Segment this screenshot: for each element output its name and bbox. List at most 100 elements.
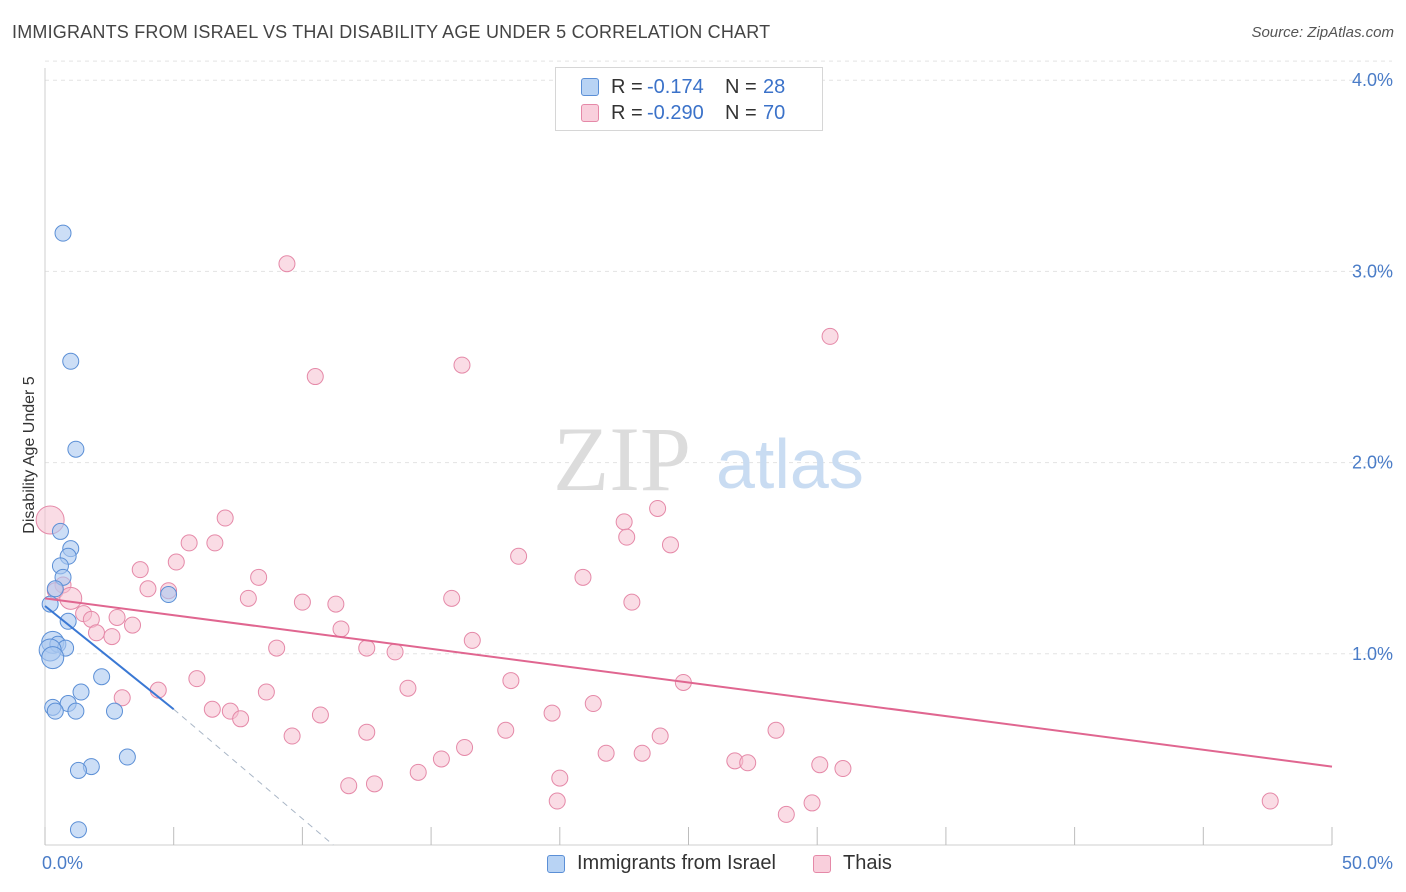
y-tick-labels: 1.0% 2.0% 3.0% 4.0% bbox=[1352, 70, 1393, 664]
gridlines bbox=[45, 60, 1392, 655]
watermark: ZIP atlas bbox=[553, 408, 864, 510]
legend-r-value: -0.174 bbox=[647, 75, 704, 98]
thai-point bbox=[574, 568, 592, 586]
israel-legend-swatch bbox=[547, 854, 565, 873]
thai-legend-swatch bbox=[813, 854, 831, 873]
israel-swatch bbox=[581, 78, 599, 96]
israel-legend-label: Immigrants from Israel bbox=[577, 852, 776, 874]
legend-n-label: N = bbox=[725, 75, 757, 98]
y-tick-label: 2.0% bbox=[1352, 453, 1393, 473]
thai-point bbox=[216, 509, 234, 527]
source-label: Source: ZipAtlas.com bbox=[1251, 24, 1394, 41]
thai-point bbox=[332, 620, 350, 638]
thai-point bbox=[87, 624, 105, 642]
thai-point bbox=[59, 586, 83, 610]
thai-point bbox=[651, 727, 669, 745]
israel-point bbox=[72, 683, 90, 701]
y-tick-label: 1.0% bbox=[1352, 644, 1393, 664]
israel-point bbox=[51, 522, 69, 540]
israel-trend-line bbox=[44, 605, 175, 711]
thai-point bbox=[206, 534, 224, 552]
thai-point bbox=[618, 528, 636, 546]
thai-point bbox=[257, 683, 275, 701]
thai-point bbox=[268, 639, 286, 657]
thai-point bbox=[103, 628, 121, 646]
thai-point bbox=[409, 763, 427, 781]
israel-point bbox=[69, 821, 87, 839]
israel-point bbox=[93, 668, 111, 686]
x-tick-label-max: 50.0% bbox=[1342, 853, 1393, 873]
thai-point bbox=[497, 721, 515, 739]
thai-point bbox=[623, 593, 641, 611]
thai-point bbox=[358, 723, 376, 741]
thai-point bbox=[306, 368, 324, 386]
thai-point bbox=[167, 553, 185, 571]
thai-point bbox=[661, 536, 679, 554]
chart-title: IMMIGRANTS FROM ISRAEL VS THAI DISABILIT… bbox=[12, 22, 771, 42]
thai-points bbox=[35, 255, 1279, 823]
israel-point bbox=[69, 761, 87, 779]
thai-point bbox=[386, 643, 404, 661]
israel-point bbox=[59, 612, 77, 630]
thai-point bbox=[453, 356, 471, 374]
israel-point bbox=[67, 440, 85, 458]
thai-point bbox=[551, 769, 569, 787]
legend-n-value: 70 bbox=[763, 101, 786, 124]
thai-point bbox=[584, 695, 602, 713]
thai-point bbox=[432, 750, 450, 768]
thai-point bbox=[311, 706, 329, 724]
legend-n-value: 28 bbox=[763, 75, 786, 98]
thai-trend-line bbox=[44, 597, 1333, 768]
thai-point bbox=[278, 255, 296, 273]
thai-point bbox=[340, 777, 358, 795]
thai-point bbox=[250, 568, 268, 586]
thai-point bbox=[502, 672, 520, 690]
thai-point bbox=[399, 679, 417, 697]
thai-point bbox=[463, 631, 481, 649]
thai-point bbox=[777, 805, 795, 823]
y-axis-label: Disability Age Under 5 bbox=[21, 376, 38, 534]
thai-swatch bbox=[581, 104, 599, 122]
thai-point bbox=[615, 513, 633, 531]
y-tick-label: 3.0% bbox=[1352, 261, 1393, 281]
x-axis-ticks bbox=[44, 827, 1333, 845]
thai-point bbox=[365, 775, 383, 793]
thai-point bbox=[113, 689, 131, 707]
thai-point bbox=[597, 744, 615, 762]
legend-row-israel: R = -0.174 N = 28 bbox=[581, 74, 785, 100]
legend-r-value: -0.290 bbox=[647, 101, 704, 124]
thai-point bbox=[834, 760, 852, 778]
thai-point bbox=[358, 639, 376, 657]
legend-r-label: R = bbox=[611, 75, 643, 98]
israel-point bbox=[46, 702, 64, 720]
thai-point bbox=[327, 595, 345, 613]
thai-point bbox=[283, 727, 301, 745]
thai-point bbox=[293, 593, 311, 611]
thai-point bbox=[821, 327, 839, 345]
legend-item-israel: Immigrants from Israel bbox=[547, 852, 776, 875]
trend-lines bbox=[44, 597, 1333, 846]
thai-point bbox=[239, 589, 257, 607]
israel-trend-extension bbox=[173, 708, 334, 846]
thai-point bbox=[180, 534, 198, 552]
thai-legend-label: Thais bbox=[843, 852, 892, 874]
thai-point bbox=[633, 744, 651, 762]
thai-point bbox=[139, 580, 157, 598]
israel-point bbox=[41, 646, 65, 670]
thai-point bbox=[811, 756, 829, 774]
thai-point bbox=[510, 547, 528, 565]
thai-point bbox=[131, 561, 149, 579]
thai-point bbox=[803, 794, 821, 812]
israel-point bbox=[54, 224, 72, 242]
israel-points bbox=[38, 224, 178, 839]
thai-point bbox=[443, 589, 461, 607]
legend-item-thai: Thais bbox=[813, 852, 892, 875]
y-tick-label: 4.0% bbox=[1352, 70, 1393, 90]
israel-point bbox=[160, 586, 178, 604]
thai-point bbox=[739, 754, 757, 772]
watermark-atlas: atlas bbox=[716, 425, 864, 503]
thai-point bbox=[543, 704, 561, 722]
thai-point bbox=[456, 738, 474, 756]
x-tick-label-min: 0.0% bbox=[42, 853, 83, 873]
